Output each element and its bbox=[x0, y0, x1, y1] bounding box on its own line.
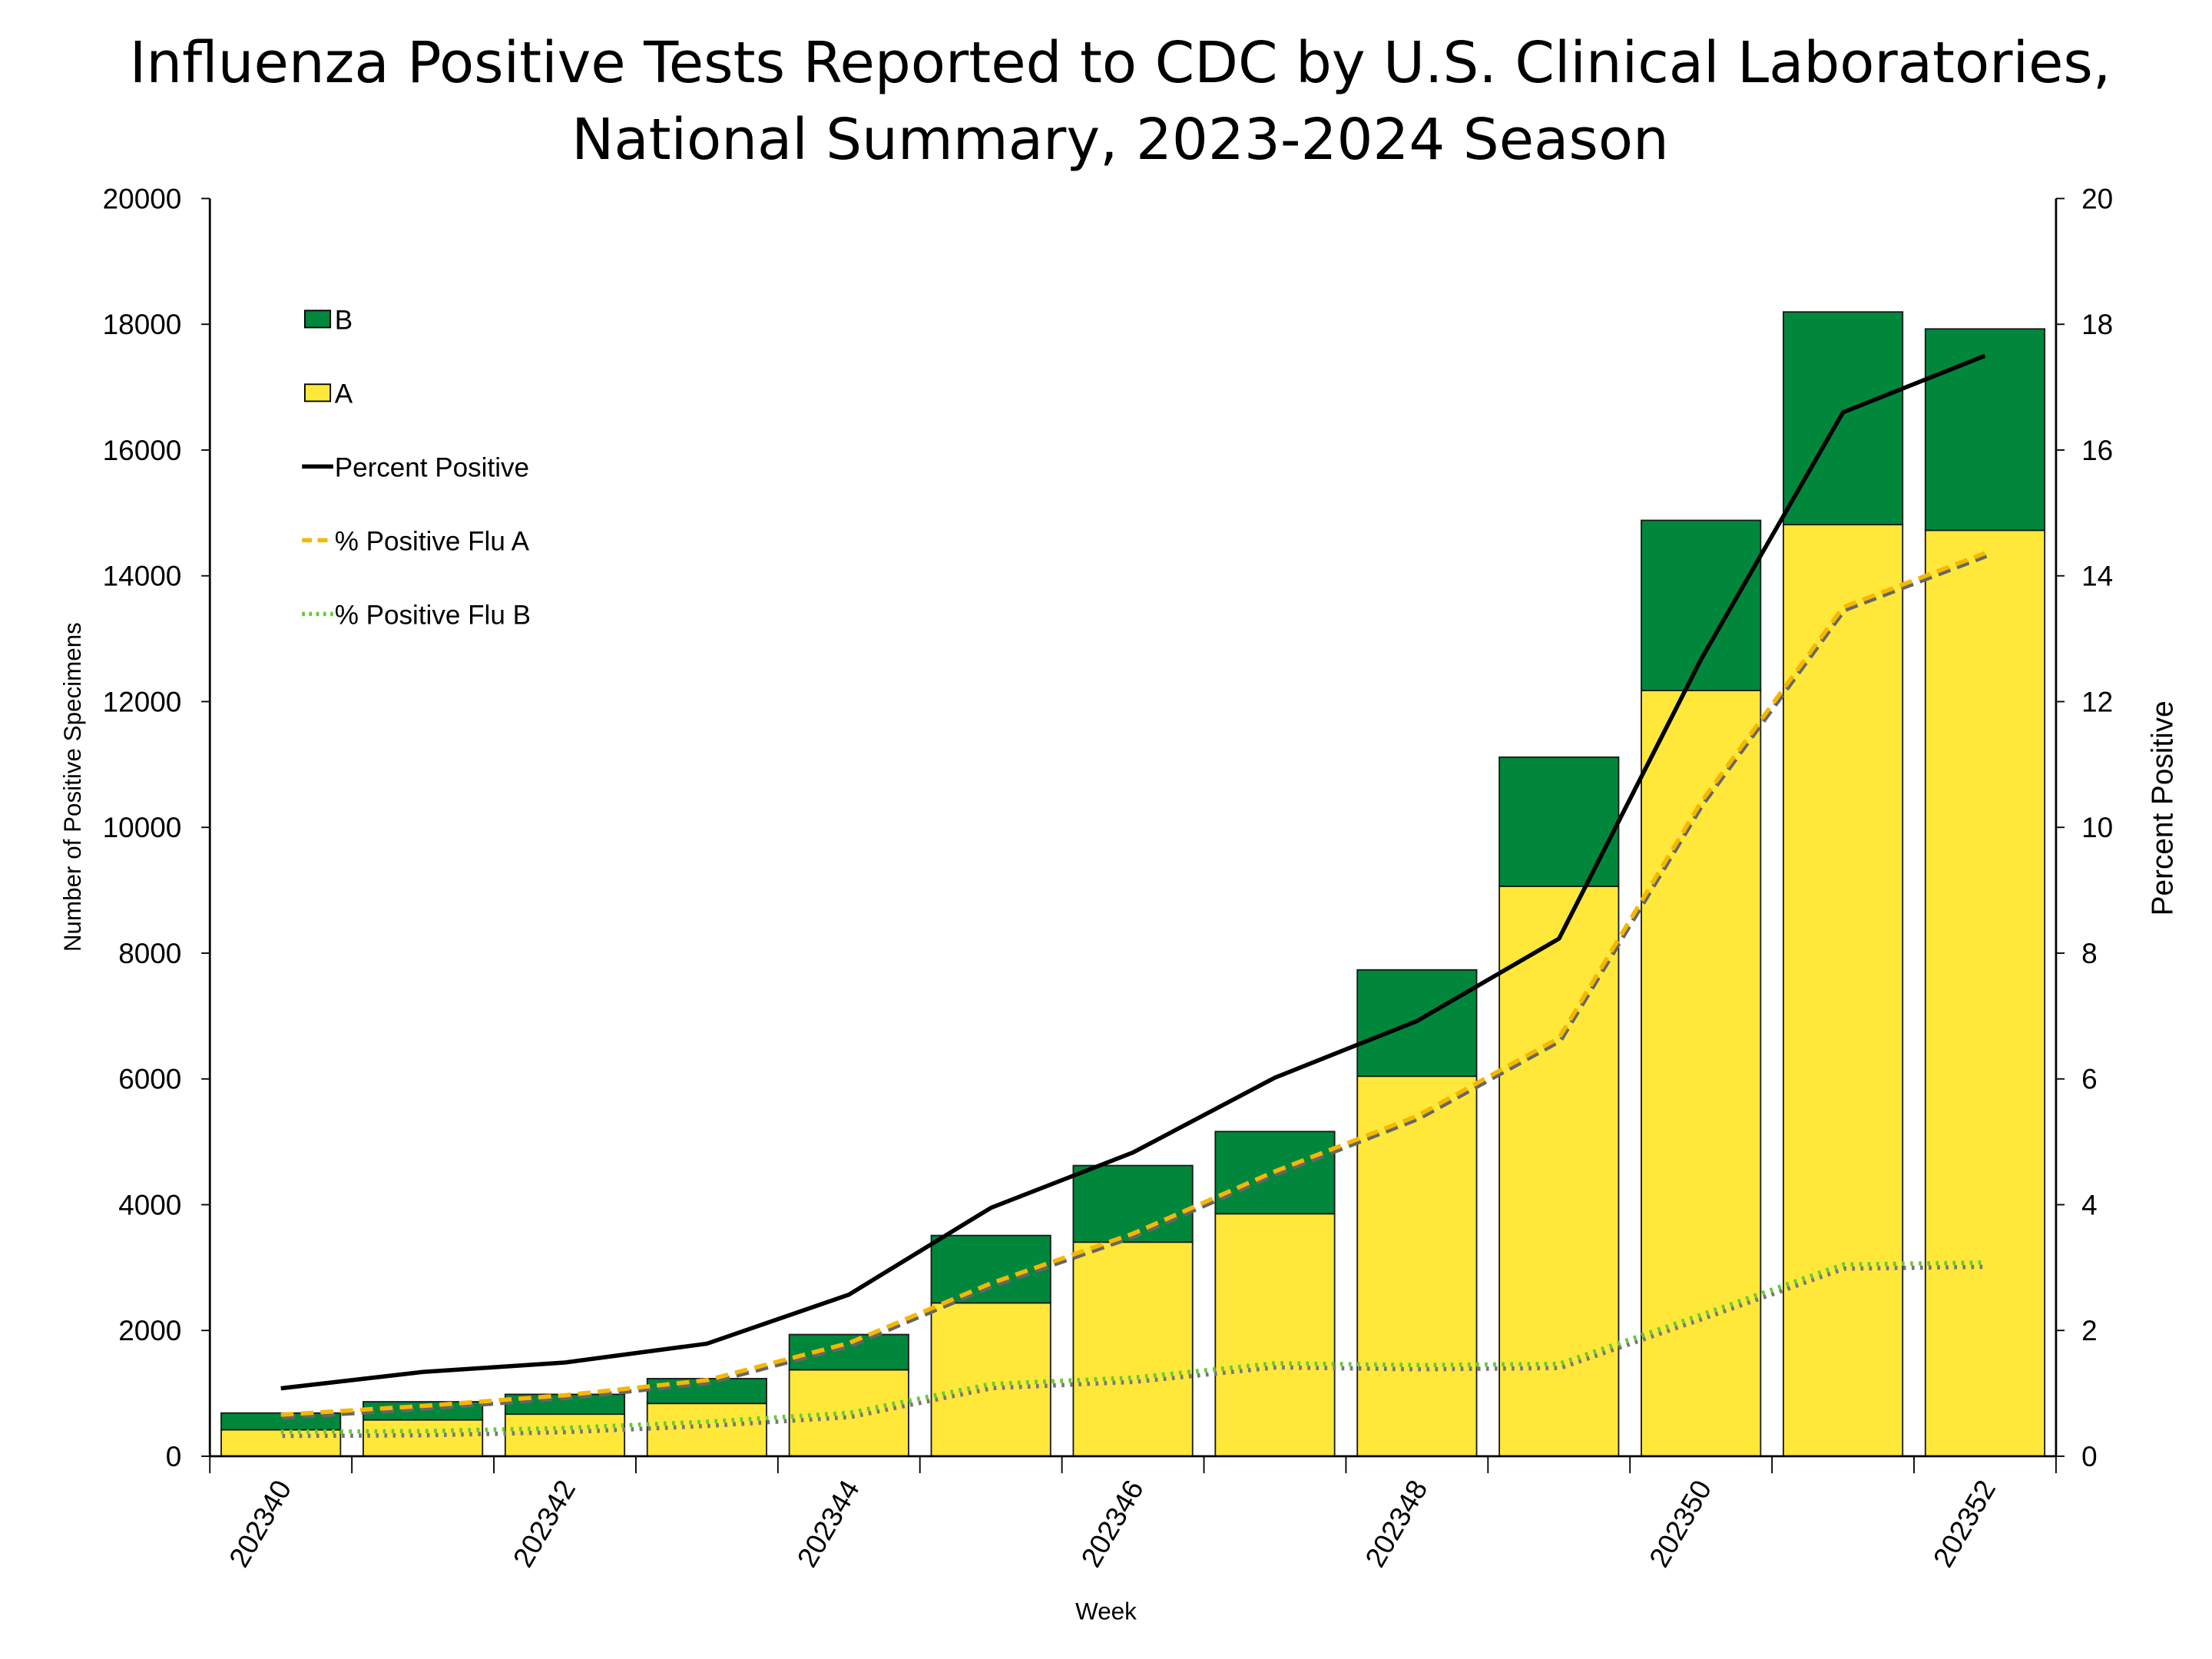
line--positive-flu-a bbox=[280, 551, 1986, 1417]
bar-a-202350 bbox=[1641, 690, 1762, 1457]
chart-title-line-2: National Summary, 2023-2024 Season bbox=[571, 107, 1669, 173]
x-tick-label: 202350 bbox=[1643, 1475, 1717, 1572]
line-percent-positive bbox=[280, 353, 1986, 1391]
y-tick-label: 4000 bbox=[118, 1189, 181, 1220]
y2-tick-label: 14 bbox=[2081, 561, 2113, 592]
y2-tick-label: 2 bbox=[2081, 1315, 2098, 1346]
bars-group bbox=[220, 311, 2046, 1457]
chart-title-line-1: Influenza Positive Tests Reported to CDC… bbox=[130, 30, 2111, 96]
bar-a-202345 bbox=[930, 1302, 1051, 1457]
y2-tick-label: 6 bbox=[2081, 1064, 2098, 1095]
bar-a-202340 bbox=[220, 1429, 342, 1457]
bar-b-202344 bbox=[788, 1333, 909, 1371]
y2-axis-label: Percent Positive bbox=[2146, 700, 2179, 916]
legend-label: % Positive Flu B bbox=[335, 600, 531, 630]
y-tick-label: 16000 bbox=[103, 435, 182, 466]
y-tick-label: 10000 bbox=[103, 812, 182, 843]
x-tick-label: 202340 bbox=[223, 1475, 297, 1572]
lines-group bbox=[280, 353, 1988, 1439]
legend-label: % Positive Flu A bbox=[335, 526, 530, 556]
legend-swatch bbox=[304, 310, 332, 329]
bar-a-202347 bbox=[1214, 1213, 1336, 1457]
x-tick-label: 202352 bbox=[1927, 1475, 2002, 1572]
y2-tick-label: 0 bbox=[2081, 1441, 2098, 1472]
bar-b-202350 bbox=[1641, 519, 1762, 691]
y2-tick-label: 20 bbox=[2081, 183, 2113, 214]
bar-b-202345 bbox=[930, 1234, 1051, 1304]
bar-b-202349 bbox=[1498, 756, 1620, 887]
bar-a-202348 bbox=[1356, 1075, 1478, 1457]
y2-tick-label: 4 bbox=[2081, 1189, 2098, 1220]
y-tick-label: 6000 bbox=[118, 1064, 181, 1095]
y-tick-label: 0 bbox=[166, 1441, 182, 1472]
y2-tick-label: 16 bbox=[2081, 435, 2113, 466]
legend-label: Percent Positive bbox=[335, 452, 529, 482]
legend: B A Percent Positive % Positive Flu A % Posi… bbox=[302, 305, 531, 630]
y-tick-label: 2000 bbox=[118, 1315, 181, 1346]
legend-label: B bbox=[335, 305, 353, 335]
y-tick-label: 12000 bbox=[103, 686, 182, 717]
x-tick-label: 202342 bbox=[507, 1475, 581, 1572]
bar-a-202352 bbox=[1924, 529, 2046, 1457]
bar-a-202341 bbox=[362, 1419, 484, 1457]
y-tick-label: 8000 bbox=[118, 938, 181, 969]
bar-a-202346 bbox=[1072, 1241, 1194, 1457]
x-tick-label: 202346 bbox=[1075, 1475, 1150, 1572]
y2-tick-label: 18 bbox=[2081, 309, 2113, 340]
y-tick-label: 18000 bbox=[103, 309, 182, 340]
x-tick-label: 202344 bbox=[791, 1475, 866, 1572]
legend-swatch bbox=[304, 383, 332, 402]
line-shadow-1 bbox=[282, 554, 1988, 1420]
bar-a-202349 bbox=[1498, 885, 1620, 1457]
bar-b-202351 bbox=[1782, 311, 1904, 525]
y-axis-label: Number of Positive Specimens bbox=[59, 622, 86, 952]
y2-tick-label: 10 bbox=[2081, 812, 2113, 843]
x-tick-label: 202348 bbox=[1359, 1475, 1433, 1572]
y-tick-label: 14000 bbox=[103, 561, 182, 592]
y2-tick-label: 12 bbox=[2081, 686, 2113, 717]
bar-a-202351 bbox=[1782, 524, 1904, 1457]
y-tick-label: 20000 bbox=[103, 183, 182, 214]
legend-label: A bbox=[335, 379, 353, 409]
x-axis-label: Week bbox=[1075, 1598, 1137, 1624]
bar-a-202344 bbox=[788, 1369, 909, 1457]
bar-b-202346 bbox=[1072, 1164, 1194, 1243]
y2-tick-label: 8 bbox=[2081, 938, 2098, 969]
bar-b-202352 bbox=[1924, 328, 2046, 531]
